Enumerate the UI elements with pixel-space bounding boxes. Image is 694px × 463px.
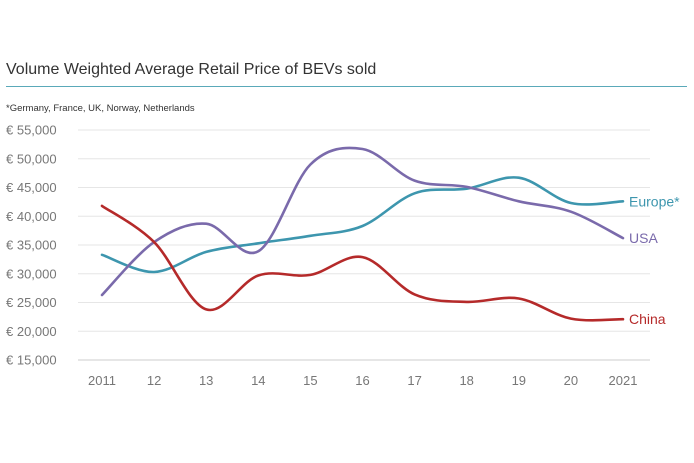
series-line-usa — [100, 146, 625, 297]
y-tick-label: € 40,000 — [6, 209, 57, 224]
chart-subtitle: *Germany, France, UK, Norway, Netherland… — [6, 103, 195, 114]
series-line-china — [100, 204, 625, 322]
y-tick-label: € 50,000 — [6, 151, 57, 166]
x-tick-label: 13 — [199, 373, 213, 388]
x-tick-label: 12 — [147, 373, 161, 388]
x-tick-label: 17 — [407, 373, 421, 388]
x-tick-label: 16 — [355, 373, 369, 388]
y-tick-label: € 30,000 — [6, 266, 57, 281]
chart-title: Volume Weighted Average Retail Price of … — [6, 61, 377, 78]
y-tick-label: € 55,000 — [6, 123, 57, 138]
x-tick-label: 2021 — [609, 373, 638, 388]
y-tick-label: € 15,000 — [6, 353, 57, 368]
y-tick-label: € 35,000 — [6, 238, 57, 253]
series-line-europe — [100, 176, 625, 274]
x-tick-label: 15 — [303, 373, 317, 388]
x-tick-label: 14 — [251, 373, 265, 388]
x-tick-label: 2011 — [88, 373, 116, 388]
x-tick-label: 20 — [564, 373, 578, 388]
y-tick-label: € 25,000 — [6, 295, 57, 310]
series-label-europe: Europe* — [629, 193, 680, 209]
x-tick-label: 19 — [512, 373, 526, 388]
y-tick-label: € 20,000 — [6, 324, 57, 339]
series-label-china: China — [629, 311, 666, 327]
y-tick-label: € 45,000 — [6, 180, 57, 195]
x-tick-label: 18 — [459, 373, 473, 388]
series-label-usa: USA — [629, 230, 658, 246]
title-rule — [6, 86, 687, 87]
